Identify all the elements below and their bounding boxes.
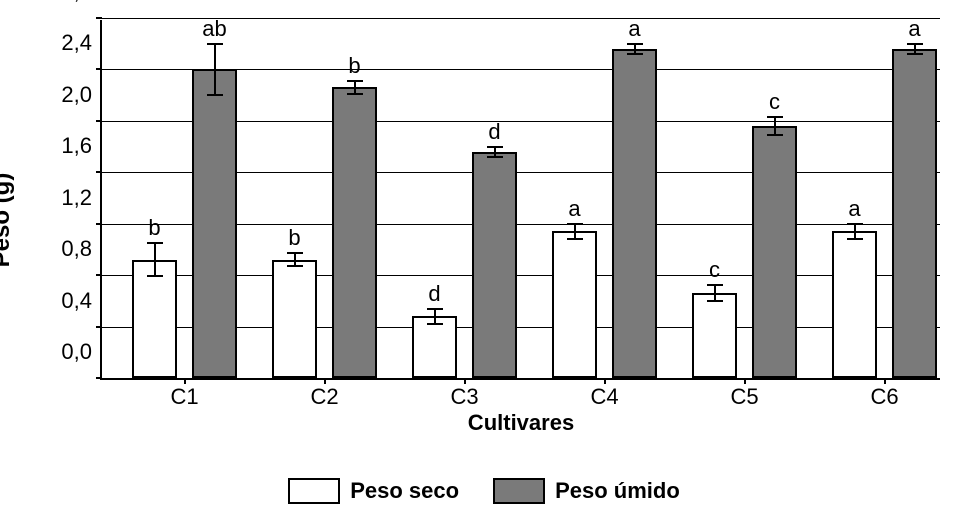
error-cap [567, 223, 583, 225]
bar [692, 293, 737, 378]
y-tick [96, 326, 102, 328]
significance-label: c [709, 257, 720, 283]
error-bar [854, 224, 856, 239]
plot-area: Cultivares 0,00,40,81,21,62,02,42,8babC1… [100, 20, 940, 380]
error-cap [847, 238, 863, 240]
y-tick-label: 2,8 [61, 0, 102, 5]
bar [552, 231, 597, 378]
bar [472, 152, 517, 378]
x-tick-label: C4 [590, 378, 618, 410]
y-tick-label: 0,8 [61, 236, 102, 262]
bar [192, 69, 237, 378]
legend-swatch [493, 478, 545, 504]
significance-label: b [348, 53, 360, 79]
bar [612, 49, 657, 378]
error-cap [707, 300, 723, 302]
error-cap [207, 94, 223, 96]
y-tick-label: 1,2 [61, 185, 102, 211]
error-cap [767, 116, 783, 118]
bar [332, 87, 377, 378]
y-tick [96, 171, 102, 173]
legend: Peso seco Peso úmido [0, 478, 968, 504]
y-tick-label: 0,4 [61, 288, 102, 314]
error-cap [487, 156, 503, 158]
y-axis-label: Peso (g) [0, 173, 16, 268]
error-cap [907, 53, 923, 55]
error-bar [774, 117, 776, 135]
x-axis-label: Cultivares [468, 410, 574, 436]
error-cap [207, 43, 223, 45]
error-cap [707, 284, 723, 286]
y-tick-label: 0,0 [61, 339, 102, 365]
x-tick-label: C6 [870, 378, 898, 410]
y-tick-label: 2,0 [61, 82, 102, 108]
grid-line [102, 18, 940, 19]
significance-label: ab [202, 16, 226, 42]
error-cap [427, 323, 443, 325]
significance-label: d [488, 119, 500, 145]
y-tick [96, 68, 102, 70]
significance-label: a [908, 16, 920, 42]
y-tick-label: 2,4 [61, 30, 102, 56]
bar [892, 49, 937, 378]
y-tick [96, 17, 102, 19]
error-cap [347, 93, 363, 95]
legend-label: Peso úmido [555, 478, 680, 504]
error-cap [147, 242, 163, 244]
x-tick-label: C5 [730, 378, 758, 410]
bar [132, 260, 177, 378]
significance-label: a [628, 16, 640, 42]
significance-label: d [428, 281, 440, 307]
x-tick-label: C2 [310, 378, 338, 410]
error-cap [907, 43, 923, 45]
significance-label: a [848, 196, 860, 222]
bar [272, 260, 317, 378]
y-tick-label: 1,6 [61, 133, 102, 159]
error-cap [627, 53, 643, 55]
error-cap [487, 146, 503, 148]
chart-container: Peso (g) Cultivares 0,00,40,81,21,62,02,… [10, 10, 958, 430]
error-cap [567, 238, 583, 240]
bar [832, 231, 877, 378]
error-bar [154, 243, 156, 276]
y-tick [96, 120, 102, 122]
y-tick [96, 223, 102, 225]
significance-label: a [568, 196, 580, 222]
y-tick [96, 274, 102, 276]
error-bar [434, 309, 436, 324]
y-tick [96, 377, 102, 379]
error-cap [767, 134, 783, 136]
legend-item: Peso seco [288, 478, 459, 504]
bar [752, 126, 797, 378]
significance-label: b [288, 225, 300, 251]
x-tick-label: C1 [170, 378, 198, 410]
error-cap [347, 80, 363, 82]
error-bar [574, 224, 576, 239]
error-cap [287, 252, 303, 254]
significance-label: c [769, 89, 780, 115]
legend-label: Peso seco [350, 478, 459, 504]
error-cap [427, 308, 443, 310]
error-cap [627, 43, 643, 45]
legend-swatch [288, 478, 340, 504]
error-bar [714, 285, 716, 300]
error-cap [287, 265, 303, 267]
error-cap [147, 275, 163, 277]
significance-label: b [148, 215, 160, 241]
legend-item: Peso úmido [493, 478, 680, 504]
error-cap [847, 223, 863, 225]
error-bar [214, 44, 216, 95]
x-tick-label: C3 [450, 378, 478, 410]
bar [412, 316, 457, 378]
